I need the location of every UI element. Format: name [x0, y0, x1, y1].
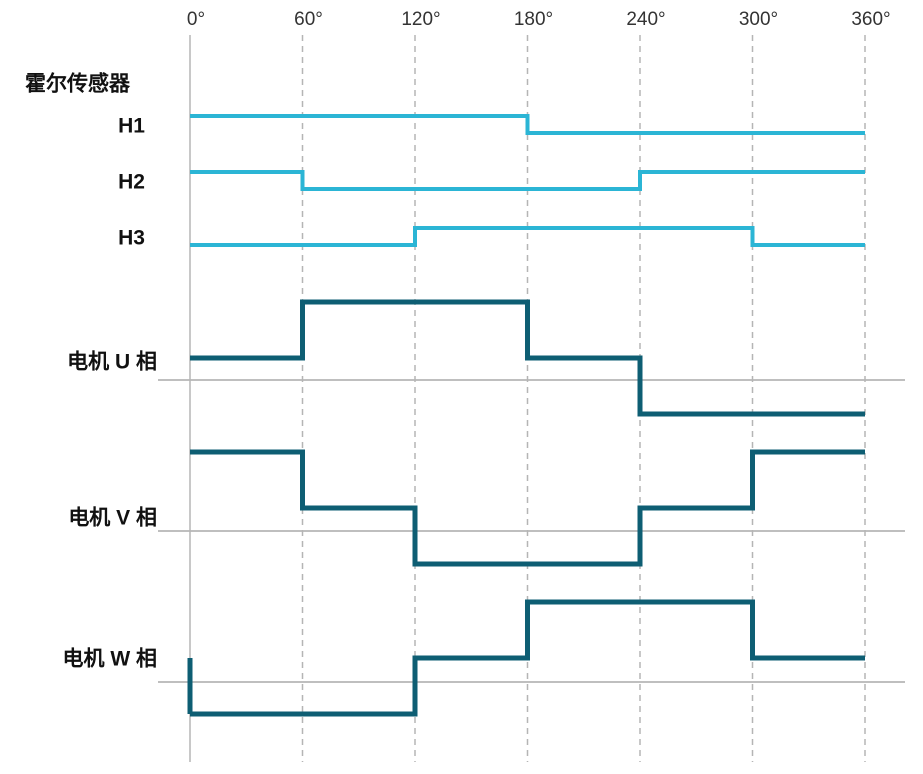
hall-label: H3 [118, 227, 145, 250]
phase-label: 电机 V 相 [68, 506, 157, 530]
angle-label: 300° [739, 9, 778, 30]
phase-label: 电机 W 相 [63, 647, 158, 671]
angle-label: 60° [294, 9, 323, 30]
sensor-group-label: 霍尔传感器 [25, 72, 131, 96]
angle-label: 360° [851, 9, 890, 30]
angle-label: 120° [401, 9, 440, 30]
hall-label: H1 [118, 115, 145, 138]
angle-label: 180° [514, 9, 553, 30]
hall-label: H2 [118, 171, 145, 194]
angle-label: 0° [187, 9, 205, 30]
angle-label: 240° [626, 9, 665, 30]
phase-label: 电机 U 相 [67, 350, 157, 374]
